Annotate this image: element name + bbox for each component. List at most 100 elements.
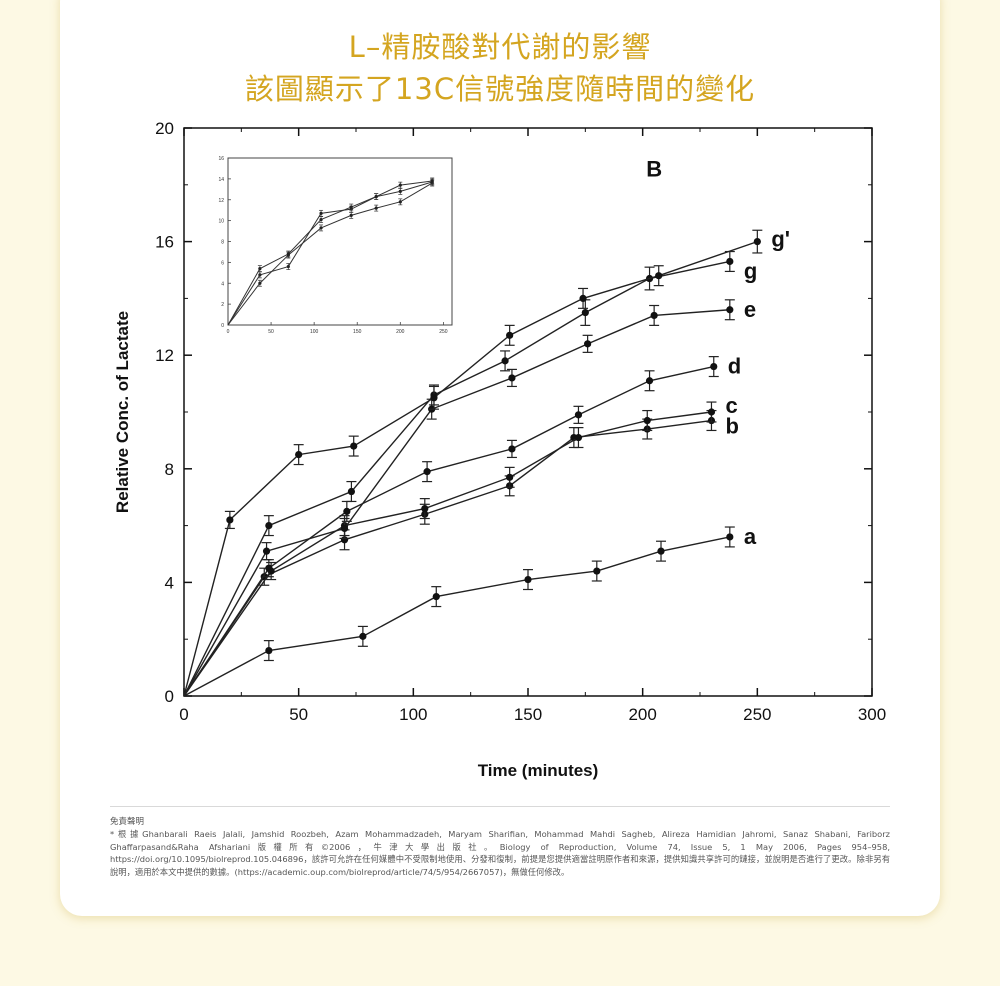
data-point bbox=[430, 394, 438, 402]
y-tick-label: 12 bbox=[155, 346, 174, 365]
data-point bbox=[726, 306, 734, 314]
inset-data-point bbox=[398, 200, 402, 204]
y-tick-label: 0 bbox=[165, 687, 174, 706]
data-point bbox=[524, 575, 532, 584]
x-tick-label: 50 bbox=[289, 705, 308, 724]
data-point bbox=[295, 451, 303, 459]
inset-series-line bbox=[227, 181, 433, 326]
inset-data-point bbox=[374, 195, 378, 199]
inset-y-tick-label: 6 bbox=[221, 260, 224, 266]
inset-series-line bbox=[227, 180, 433, 326]
data-point bbox=[726, 533, 734, 541]
data-point bbox=[350, 442, 358, 450]
data-point bbox=[650, 311, 658, 320]
series-label: g' bbox=[771, 227, 790, 252]
data-point bbox=[265, 522, 273, 530]
series-line-c bbox=[183, 411, 712, 697]
series-line-b bbox=[183, 419, 712, 697]
inset-data-point bbox=[286, 264, 290, 269]
inset-x-tick-label: 250 bbox=[439, 329, 448, 335]
series-label: a bbox=[744, 524, 757, 549]
x-tick-label: 200 bbox=[628, 705, 656, 724]
data-point bbox=[262, 547, 271, 555]
series-label: b bbox=[725, 414, 738, 439]
inset-data-point bbox=[349, 205, 353, 209]
inset-x-tick-label: 50 bbox=[268, 329, 274, 335]
data-point bbox=[655, 272, 663, 280]
x-tick-label: 250 bbox=[743, 705, 771, 724]
data-point bbox=[359, 632, 367, 640]
y-tick-label: 4 bbox=[165, 573, 174, 592]
inset-x-tick-label: 100 bbox=[310, 329, 319, 335]
series-label: e bbox=[744, 297, 756, 322]
inset-data-point bbox=[374, 206, 378, 210]
inset-y-tick-label: 0 bbox=[221, 323, 224, 329]
x-tick-label: 300 bbox=[858, 705, 886, 724]
data-point bbox=[506, 331, 514, 339]
inset-data-point bbox=[319, 217, 323, 222]
inset-y-tick-label: 14 bbox=[218, 177, 224, 183]
data-point bbox=[657, 547, 665, 555]
chart-subtitle: 該圖顯示了13C信號強度隨時間的變化 bbox=[244, 72, 756, 106]
series-line-g bbox=[183, 260, 730, 697]
y-tick-label: 8 bbox=[165, 460, 174, 479]
chart-title: L–精胺酸對代謝的影響 bbox=[348, 30, 652, 64]
panel-label: B bbox=[646, 156, 662, 181]
inset-data-point bbox=[398, 183, 402, 187]
data-point bbox=[710, 362, 718, 371]
data-point bbox=[581, 309, 589, 317]
divider bbox=[110, 806, 890, 807]
inset-data-point bbox=[258, 281, 262, 285]
inset-y-tick-label: 12 bbox=[218, 198, 224, 204]
inset-series-line bbox=[227, 182, 433, 326]
inset-data-point bbox=[286, 252, 290, 256]
inset-data-point bbox=[319, 211, 323, 215]
content-card bbox=[60, 0, 940, 916]
x-tick-label: 100 bbox=[399, 705, 427, 724]
data-point bbox=[423, 468, 431, 476]
series-label: d bbox=[728, 354, 741, 379]
data-point bbox=[593, 567, 601, 575]
data-point bbox=[707, 408, 716, 416]
x-axis-label: Time (minutes) bbox=[478, 761, 599, 780]
data-point bbox=[726, 257, 734, 266]
data-point bbox=[265, 564, 273, 572]
data-point bbox=[753, 238, 761, 246]
data-point bbox=[584, 340, 592, 348]
inset-data-point bbox=[398, 189, 402, 193]
inset-y-tick-label: 16 bbox=[218, 156, 224, 162]
series-line-a bbox=[183, 536, 730, 697]
disclaimer-title: 免責聲明 bbox=[110, 817, 145, 827]
inset-frame bbox=[227, 157, 453, 326]
data-point bbox=[574, 433, 583, 442]
inset-y-tick-label: 4 bbox=[221, 281, 224, 287]
data-point bbox=[508, 374, 516, 382]
y-tick-label: 16 bbox=[155, 233, 174, 252]
data-point bbox=[340, 524, 349, 533]
inset-data-point bbox=[349, 213, 353, 218]
inset-x-tick-label: 200 bbox=[396, 329, 405, 335]
data-point bbox=[645, 377, 654, 385]
inset-y-tick-label: 2 bbox=[221, 302, 224, 308]
series-label: g bbox=[744, 258, 757, 283]
disclaimer-text: *根據Ghanbarali Raeis Jalali, Jamshid Rooz… bbox=[110, 829, 890, 877]
data-point bbox=[579, 294, 587, 302]
inset-data-point bbox=[258, 273, 262, 277]
inset-x-tick-label: 150 bbox=[353, 329, 362, 335]
inset-data-point bbox=[319, 226, 323, 230]
inset-data-point bbox=[430, 179, 434, 183]
inset-data-point bbox=[258, 267, 262, 271]
x-tick-label: 150 bbox=[514, 705, 542, 724]
inset-x-tick-label: 0 bbox=[227, 329, 230, 335]
y-tick-label: 20 bbox=[155, 119, 174, 138]
data-point bbox=[421, 504, 429, 513]
y-axis-label: Relative Conc. of Lactate bbox=[113, 311, 132, 513]
data-point bbox=[506, 473, 514, 481]
x-tick-label: 0 bbox=[179, 705, 188, 724]
series-label: c bbox=[725, 393, 737, 418]
data-point bbox=[432, 593, 440, 601]
data-point bbox=[508, 445, 516, 453]
data-point bbox=[643, 416, 651, 425]
data-point bbox=[574, 411, 583, 419]
